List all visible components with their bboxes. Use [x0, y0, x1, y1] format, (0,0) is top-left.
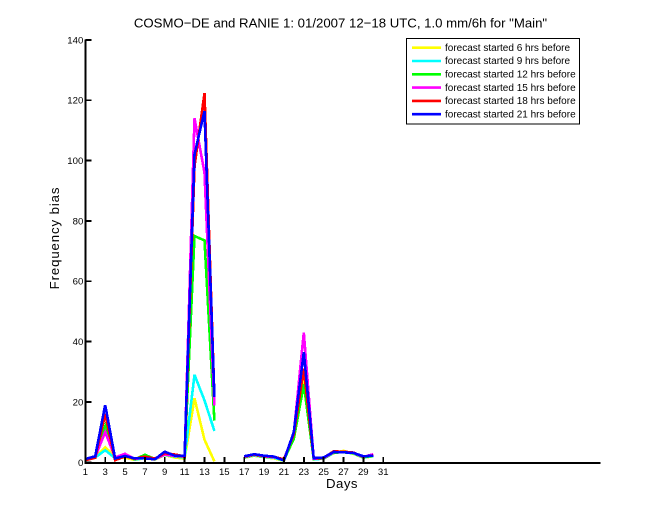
svg-text:60: 60 [73, 277, 84, 288]
svg-text:17: 17 [239, 467, 250, 478]
svg-text:COSMO−DE and RANIE 1: 01/2007: COSMO−DE and RANIE 1: 01/2007 12−18 UTC,… [134, 16, 548, 31]
svg-text:80: 80 [73, 216, 84, 227]
svg-text:3: 3 [103, 467, 108, 478]
svg-text:27: 27 [338, 467, 349, 478]
svg-text:7: 7 [142, 467, 147, 478]
svg-text:31: 31 [378, 467, 389, 478]
svg-text:20: 20 [73, 397, 84, 408]
svg-text:forecast started 9 hrs before: forecast started 9 hrs before [445, 56, 571, 67]
svg-text:forecast started 21 hrs before: forecast started 21 hrs before [445, 109, 576, 120]
svg-text:forecast started 18 hrs before: forecast started 18 hrs before [445, 96, 576, 107]
svg-text:40: 40 [73, 337, 84, 348]
svg-text:120: 120 [67, 96, 83, 107]
svg-text:100: 100 [67, 156, 83, 167]
svg-text:11: 11 [180, 467, 190, 478]
svg-text:140: 140 [67, 35, 83, 46]
svg-text:forecast started 6 hrs before: forecast started 6 hrs before [445, 43, 571, 54]
svg-text:15: 15 [219, 467, 230, 478]
svg-text:5: 5 [122, 467, 127, 478]
svg-text:13: 13 [199, 467, 210, 478]
svg-text:21: 21 [279, 467, 290, 478]
svg-text:forecast started 12 hrs before: forecast started 12 hrs before [445, 70, 576, 81]
svg-text:9: 9 [162, 467, 167, 478]
svg-text:1: 1 [83, 467, 88, 478]
svg-text:23: 23 [298, 467, 309, 478]
svg-text:19: 19 [259, 467, 270, 478]
svg-text:25: 25 [318, 467, 329, 478]
svg-text:Days: Days [326, 476, 358, 491]
svg-text:Frequency bias: Frequency bias [47, 187, 62, 290]
svg-text:0: 0 [78, 458, 83, 469]
svg-text:29: 29 [358, 467, 369, 478]
svg-text:forecast started 15 hrs before: forecast started 15 hrs before [445, 83, 576, 94]
